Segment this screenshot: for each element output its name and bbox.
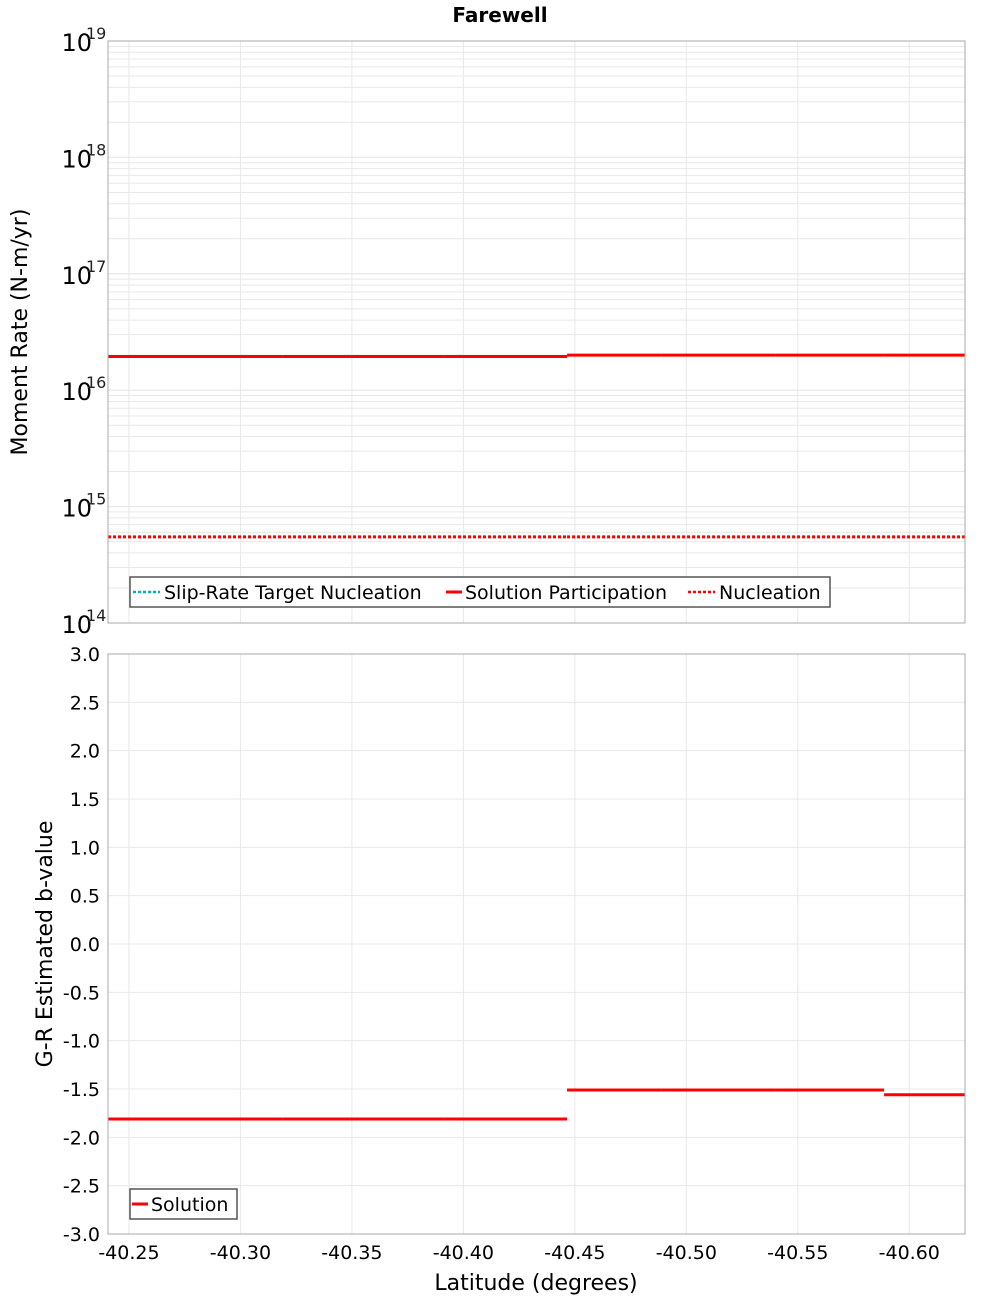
y-tick-label: 10 (61, 145, 92, 173)
x-axis-label: Latitude (degrees) (434, 1271, 637, 1296)
x-tick-label: -40.40 (433, 1242, 494, 1264)
bottom-gridlines (108, 653, 965, 1235)
bottom-y-tick-labels: 3.0 2.5 2.0 1.5 1.0 0.5 0.0 -0.5 -1.0 -1.5 -2.0 -2.… (63, 644, 100, 1246)
legend-label: Nucleation (719, 582, 821, 604)
y-tick-label: -2.0 (63, 1127, 100, 1149)
y-tick-label: 0.5 (70, 886, 100, 908)
y-tick-label: 3.0 (70, 644, 100, 666)
legend-label: Solution (151, 1194, 228, 1216)
y-tick-label: -1.5 (63, 1079, 100, 1101)
y-tick-label: -3.0 (63, 1224, 100, 1246)
y-tick-exponent: 19 (86, 24, 106, 43)
chart-title: Farewell (452, 3, 547, 27)
y-tick-exponent: 18 (86, 140, 106, 159)
x-tick-labels: -40.25 -40.30 -40.35 -40.40 -40.45 -40.50 -40.… (98, 1242, 940, 1264)
b-value-plot: 3.0 2.5 2.0 1.5 1.0 0.5 0.0 -0.5 -1.0 -1.5 -2.0 -2.… (33, 644, 966, 1296)
x-tick-label: -40.50 (656, 1242, 717, 1264)
y-tick-label: 10 (61, 611, 92, 639)
top-plot-frame (107, 40, 966, 624)
y-tick-label: 10 (61, 29, 92, 57)
y-tick-label: -2.5 (63, 1176, 100, 1198)
y-tick-label: 10 (61, 378, 92, 406)
x-tick-label: -40.25 (98, 1242, 159, 1264)
y-tick-exponent: 14 (86, 606, 106, 625)
legend-label: Slip-Rate Target Nucleation (164, 582, 422, 604)
y-tick-label: 0.0 (70, 934, 100, 956)
x-tick-label: -40.45 (544, 1242, 605, 1264)
y-tick-exponent: 15 (86, 490, 106, 509)
top-gridlines (108, 40, 965, 624)
legend-label: Solution Participation (465, 582, 667, 604)
bottom-series (108, 1088, 965, 1121)
x-tick-label: -40.30 (210, 1242, 271, 1264)
y-tick-label: -0.5 (63, 982, 100, 1004)
bottom-plot-frame (107, 653, 966, 1235)
x-tick-label: -40.60 (879, 1242, 940, 1264)
x-tick-label: -40.55 (767, 1242, 828, 1264)
top-series (108, 353, 965, 539)
y-tick-exponent: 16 (86, 373, 106, 392)
bottom-y-axis-label: G-R Estimated b-value (33, 821, 58, 1068)
top-y-axis-label: Moment Rate (N-m/yr) (8, 209, 33, 456)
y-tick-label: 10 (61, 495, 92, 523)
y-tick-label: -1.0 (63, 1031, 100, 1053)
y-tick-label: 1.0 (70, 837, 100, 859)
y-tick-label: 2.0 (70, 741, 100, 763)
y-tick-label: 2.5 (70, 692, 100, 714)
x-tick-label: -40.35 (321, 1242, 382, 1264)
y-tick-exponent: 17 (86, 257, 106, 276)
y-tick-label: 1.5 (70, 789, 100, 811)
top-legend: Slip-Rate Target Nucleation Solution Part… (129, 576, 831, 608)
y-tick-label: 10 (61, 262, 92, 290)
bottom-legend: Solution (129, 1188, 238, 1220)
